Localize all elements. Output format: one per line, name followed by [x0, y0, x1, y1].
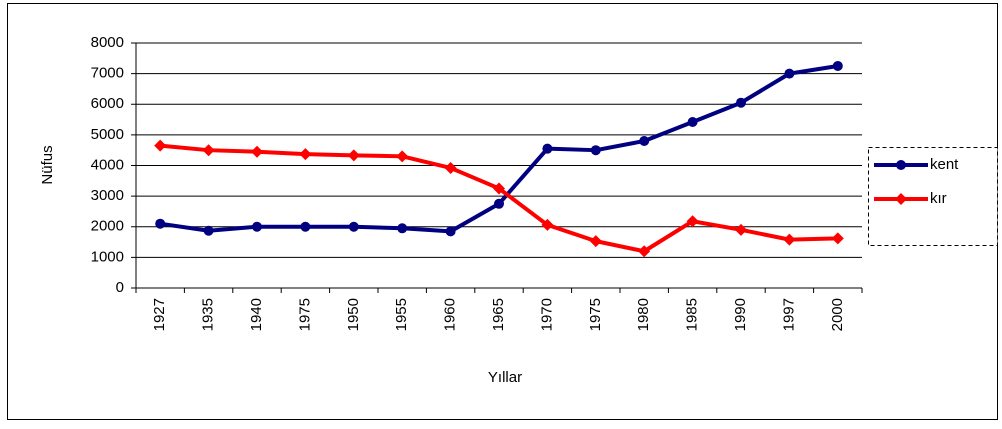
y-tick-label: 6000	[91, 95, 124, 112]
data-point	[155, 218, 166, 229]
legend-marker	[895, 193, 907, 205]
data-point	[783, 233, 796, 246]
x-tick-label: 1980	[635, 298, 652, 331]
x-tick-label: 1997	[780, 298, 797, 331]
x-tick-label: 1955	[393, 298, 410, 331]
x-tick-label: 1975	[296, 298, 313, 331]
data-point	[444, 161, 457, 174]
chart-border	[7, 3, 998, 420]
x-tick-label: 1985	[684, 298, 701, 331]
data-point	[735, 223, 747, 236]
x-tick-label: 1935	[200, 298, 217, 331]
data-point	[203, 225, 214, 236]
x-axis-title: Yıllar	[488, 369, 522, 386]
data-point	[784, 68, 795, 79]
data-point	[252, 221, 262, 232]
data-point	[299, 148, 312, 161]
data-point	[686, 215, 699, 228]
data-point	[687, 117, 698, 128]
data-point	[541, 218, 554, 231]
data-point	[347, 149, 360, 162]
data-point	[639, 136, 650, 146]
data-point	[300, 221, 311, 232]
data-point	[154, 139, 167, 152]
data-point	[736, 97, 746, 108]
data-point	[590, 145, 601, 156]
data-point	[445, 226, 456, 237]
x-tick-label: 1965	[490, 298, 507, 331]
x-tick-label: 1960	[442, 298, 459, 331]
y-tick-label: 3000	[91, 187, 124, 204]
legend-label: kent	[930, 156, 959, 173]
y-tick-label: 1000	[91, 248, 124, 265]
x-tick-label: 1950	[345, 298, 362, 331]
y-tick-label: 5000	[91, 126, 124, 143]
y-tick-label: 0	[116, 279, 124, 296]
data-point	[638, 245, 651, 258]
data-point	[831, 232, 844, 245]
data-point	[542, 143, 553, 154]
data-point	[397, 223, 408, 234]
x-tick-label: 1970	[538, 298, 555, 331]
y-tick-label: 4000	[91, 156, 124, 173]
x-tick-label: 2000	[829, 298, 846, 331]
y-axis-title: Nüfus	[39, 145, 56, 184]
legend-marker	[896, 160, 906, 170]
data-point	[396, 150, 409, 163]
data-point	[832, 60, 843, 71]
data-point	[493, 182, 505, 195]
x-tick-label: 1975	[587, 298, 604, 331]
x-tick-label: 1927	[151, 298, 168, 331]
y-tick-label: 7000	[91, 65, 124, 82]
y-tick-label: 8000	[91, 34, 124, 51]
data-point	[589, 235, 602, 248]
y-tick-label: 2000	[91, 218, 124, 235]
data-point	[494, 198, 504, 209]
x-tick-label: 1940	[248, 298, 265, 331]
x-tick-label: 1990	[732, 298, 749, 331]
data-point	[251, 145, 263, 158]
data-point	[348, 221, 359, 232]
data-point	[202, 144, 215, 157]
legend-label: kır	[930, 190, 947, 207]
